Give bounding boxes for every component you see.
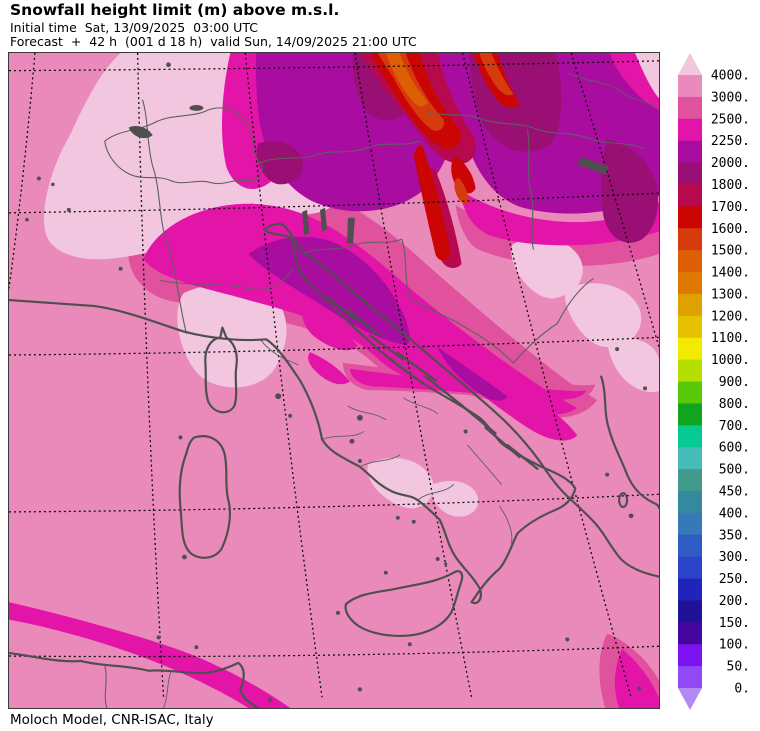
colorbar-band — [678, 579, 702, 601]
colorbar-band — [678, 600, 702, 622]
colorbar-band — [678, 557, 702, 579]
forecast-valid-label: Forecast + 42 h (001 d 18 h) valid Sun, … — [10, 36, 417, 49]
colorbar-tick-label: 0. — [734, 682, 750, 697]
page-title: Snowfall height limit (m) above m.s.l. — [10, 3, 339, 19]
colorbar-tick-label: 4000. — [711, 69, 750, 84]
colorbar-tick-label: 1400. — [711, 266, 750, 281]
colorbar-tick-label: 450. — [719, 484, 750, 499]
colorbar-band — [678, 469, 702, 491]
colorbar-band — [678, 294, 702, 316]
colorbar-band — [678, 535, 702, 557]
colorbar-tick-label: 1700. — [711, 200, 750, 215]
colorbar-tick-label: 2000. — [711, 156, 750, 171]
colorbar-tick-label: 1500. — [711, 244, 750, 259]
colorbar-band — [678, 316, 702, 338]
colorbar-band — [678, 360, 702, 382]
colorbar-band — [678, 338, 702, 360]
lake-constance — [189, 105, 203, 111]
colorbar-arrow-above-max — [678, 53, 702, 75]
colorbar-tick-label: 500. — [719, 463, 750, 478]
colorbar-tick-label: 150. — [719, 616, 750, 631]
colorbar-svg: 4000. 3000. 2500. 2250. 2000. 1800. 1700. 1600.… — [678, 53, 756, 710]
colorbar-band — [678, 447, 702, 469]
snowfall-limit-map — [9, 53, 659, 708]
colorbar-tick-label: 1200. — [711, 309, 750, 324]
colorbar-tick-label: 1800. — [711, 178, 750, 193]
colorbar-tick-label: 700. — [719, 419, 750, 434]
colorbar-band — [678, 272, 702, 294]
colorbar-tick-label: 2500. — [711, 112, 750, 127]
colorbar-tick-label: 1600. — [711, 222, 750, 237]
colorbar-tick-label: 900. — [719, 375, 750, 390]
colorbar-tick-label: 100. — [719, 638, 750, 653]
colorbar-band — [678, 206, 702, 228]
colorbar-band — [678, 513, 702, 535]
colorbar-tick-label: 1300. — [711, 287, 750, 302]
colorbar-band — [678, 644, 702, 666]
colorbar-band — [678, 228, 702, 250]
colorbar-band — [678, 184, 702, 206]
map-canvas — [8, 52, 660, 709]
colorbar-tick-label: 250. — [719, 572, 750, 587]
colorbar-legend: 4000. 3000. 2500. 2250. 2000. 1800. 1700. 1600.… — [678, 53, 756, 710]
colorbar-band — [678, 75, 702, 97]
colorbar-tick-label: 1000. — [711, 353, 750, 368]
colorbar-band — [678, 666, 702, 688]
colorbar-band — [678, 163, 702, 185]
colorbar-band — [678, 119, 702, 141]
colorbar-tick-label: 400. — [719, 506, 750, 521]
colorbar-band — [678, 382, 702, 404]
colorbar-band — [678, 141, 702, 163]
colorbar-tick-label: 50. — [727, 660, 750, 675]
colorbar-tick-label: 800. — [719, 397, 750, 412]
colorbar-band — [678, 622, 702, 644]
colorbar-band — [678, 97, 702, 119]
colorbar-tick-label: 2250. — [711, 134, 750, 149]
colorbar-arrow-below-min — [678, 688, 702, 710]
model-attribution: Moloch Model, CNR-ISAC, Italy — [10, 712, 214, 728]
colorbar-tick-label: 1100. — [711, 331, 750, 346]
colorbar-tick-label: 350. — [719, 528, 750, 543]
colorbar-band — [678, 403, 702, 425]
weather-map-page: { "header": { "title": "Snowfall height … — [0, 0, 760, 731]
lake-trasimeno — [357, 415, 363, 421]
colorbar-band — [678, 491, 702, 513]
colorbar-tick-label: 3000. — [711, 90, 750, 105]
lake-bracciano — [358, 459, 362, 463]
colorbar-band — [678, 425, 702, 447]
colorbar-tick-label: 600. — [719, 441, 750, 456]
colorbar-tick-label: 300. — [719, 550, 750, 565]
colorbar-band — [678, 250, 702, 272]
initial-time-label: Initial time Sat, 13/09/2025 03:00 UTC — [10, 22, 258, 35]
colorbar-tick-label: 200. — [719, 594, 750, 609]
lake-bolsena — [349, 439, 354, 444]
